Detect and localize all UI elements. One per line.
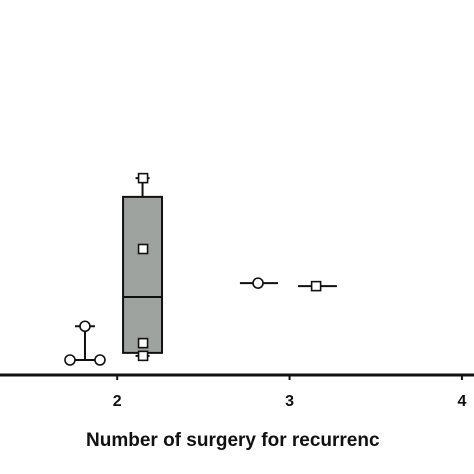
box: [122, 195, 164, 354]
square-marker: [137, 172, 149, 184]
square-marker: [137, 350, 149, 362]
square-marker: [137, 337, 149, 349]
x-tick-label: 4: [457, 393, 466, 410]
circle-marker: [252, 277, 264, 289]
x-tick-label: 3: [285, 393, 294, 410]
circle-marker: [64, 354, 76, 366]
circle-marker: [79, 320, 91, 333]
square-marker: [310, 280, 322, 292]
x-tick-label: 2: [113, 393, 122, 410]
x-axis-label: Number of surgery for recurrenc: [86, 430, 380, 451]
square-marker: [137, 243, 149, 255]
circle-marker: [94, 354, 106, 366]
